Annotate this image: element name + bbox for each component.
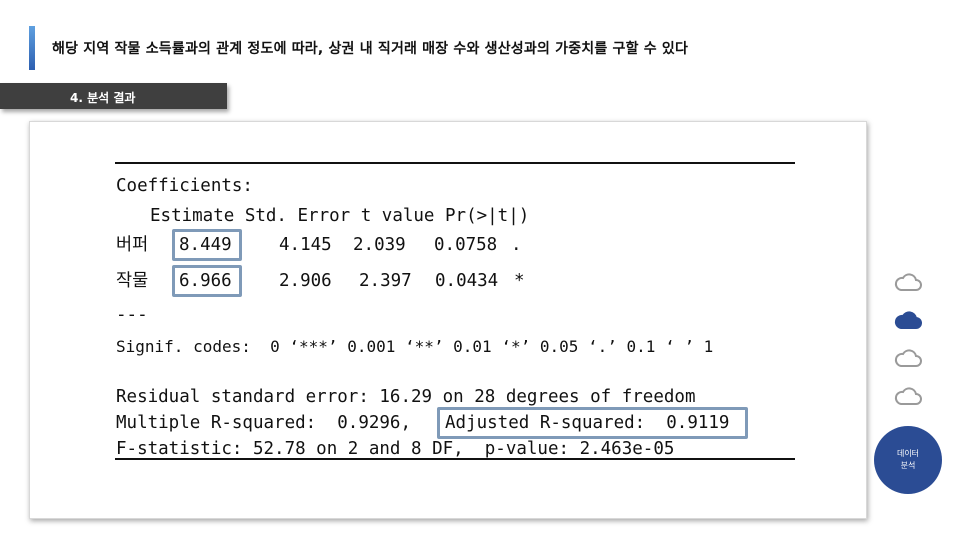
title-accent-bar (29, 26, 35, 70)
p-value-crop: 0.0434 (435, 271, 499, 291)
highlight-box-crop-estimate (172, 265, 242, 297)
highlight-box-adjusted-r2 (437, 407, 748, 439)
section-tab-label: 4. 분석 결과 (70, 91, 136, 105)
row-label-crop: 작물 (116, 271, 149, 291)
f-statistic: F-statistic: 52.78 on 2 and 8 DF, p-valu… (116, 439, 675, 459)
estimate-buffer: 8.449 (179, 235, 232, 255)
results-card (29, 121, 867, 519)
coefficients-label: Coefficients: (116, 176, 253, 196)
section-tab: 4. 분석 결과 (0, 83, 227, 109)
t-value-crop: 2.397 (359, 271, 412, 291)
cloud-outline-icon[interactable] (893, 386, 923, 408)
data-analysis-button-line2: 분석 (900, 461, 916, 470)
highlight-box-buffer-estimate (172, 229, 242, 261)
separator: --- (116, 305, 148, 325)
bottom-rule (115, 458, 795, 460)
data-analysis-button-line1: 데이터 (896, 449, 920, 458)
estimate-crop: 6.966 (179, 271, 232, 291)
top-rule (115, 162, 795, 164)
signif-buffer: . (511, 235, 522, 255)
multiple-r-squared: Multiple R-squared: 0.9296, (116, 413, 412, 433)
cloud-filled-icon[interactable] (893, 310, 923, 332)
cloud-outline-icon[interactable] (893, 348, 923, 370)
row-label-buffer: 버퍼 (116, 235, 149, 255)
signif-codes: Signif. codes: 0 ‘***’ 0.001 ‘**’ 0.01 ‘… (116, 337, 714, 356)
adjusted-r-squared: Adjusted R-squared: 0.9119 (445, 413, 730, 433)
signif-crop: * (514, 271, 525, 291)
std-error-crop: 2.906 (279, 271, 332, 291)
p-value-buffer: 0.0758 (434, 235, 498, 255)
data-analysis-button[interactable]: 데이터 분석 (874, 426, 942, 494)
coefficients-column-header: Estimate Std. Error t value Pr(>|t|) (150, 206, 530, 226)
std-error-buffer: 4.145 (279, 235, 332, 255)
cloud-outline-icon[interactable] (893, 272, 923, 294)
page-title: 해당 지역 작물 소득률과의 관계 정도에 따라, 상권 내 직거래 매장 수와… (52, 41, 689, 57)
residual-standard-error: Residual standard error: 16.29 on 28 deg… (116, 387, 696, 407)
t-value-buffer: 2.039 (353, 235, 406, 255)
